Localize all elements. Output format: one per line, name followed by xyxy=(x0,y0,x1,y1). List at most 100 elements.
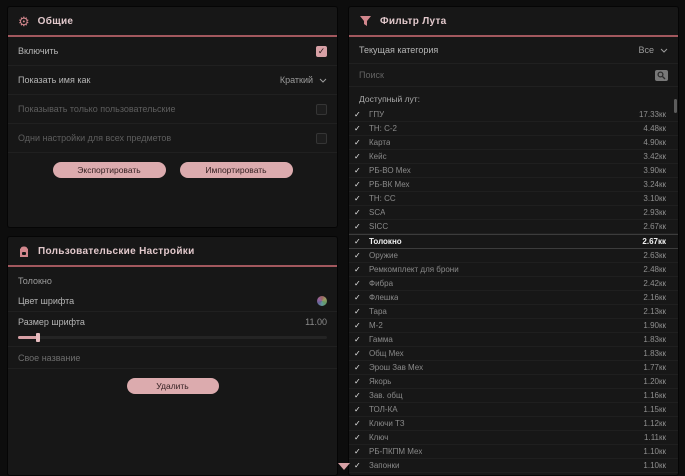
custom-panel-header: Пользовательские Настройки xyxy=(8,237,337,267)
check-icon: ✓ xyxy=(354,447,361,456)
general-panel: ⚙ Общие Включить ✓ Показать имя как Крат… xyxy=(7,6,338,228)
loot-item-value: 1.90кк xyxy=(643,321,666,330)
check-icon: ✓ xyxy=(354,405,361,414)
loot-row[interactable]: ✓ SCA 2.93кк xyxy=(349,206,678,220)
filter-panel-title: Фильтр Лута xyxy=(380,15,447,27)
setting-label: Показывать только пользовательские xyxy=(18,104,176,114)
loot-row[interactable]: ✓ Общ Мех 1.83кк xyxy=(349,347,678,361)
setting-label: Одни настройки для всех предметов xyxy=(18,133,172,143)
dropdown-value: Все xyxy=(638,45,654,55)
delete-button[interactable]: Удалить xyxy=(126,378,219,394)
loot-item-name: Общ Мех xyxy=(369,349,404,358)
loot-row[interactable]: ✓ Зав. общ 1.16кк xyxy=(349,389,678,403)
custom-name-input[interactable] xyxy=(8,347,337,369)
check-icon: ✓ xyxy=(354,110,361,119)
setting-row-enable: Включить ✓ xyxy=(8,37,337,66)
loot-row[interactable]: ✓ Якорь 1.20кк xyxy=(349,375,678,389)
check-icon: ✓ xyxy=(354,237,361,246)
check-icon: ✓ xyxy=(354,321,361,330)
check-icon: ✓ xyxy=(354,124,361,133)
loot-row[interactable]: ✓ Ключи ТЗ 1.12кк xyxy=(349,417,678,431)
loot-row[interactable]: ✓ Ключ 1.11кк xyxy=(349,431,678,445)
loot-row[interactable]: ✓ ГПУ 17.33кк xyxy=(349,108,678,122)
slider-fill xyxy=(18,336,38,339)
loot-item-value: 1.10кк xyxy=(643,461,666,470)
chevron-down-icon xyxy=(660,48,668,53)
search-icon[interactable] xyxy=(655,69,668,81)
scrollbar-thumb[interactable] xyxy=(674,99,677,113)
category-dropdown[interactable]: Все xyxy=(638,45,668,55)
loot-item-name: РБ-ВО Мех xyxy=(369,166,411,175)
collapse-menu-triangle-icon[interactable] xyxy=(338,463,350,470)
loot-item-name: ТН: С-2 xyxy=(369,124,397,133)
loot-row[interactable]: ✓ Гамма 1.83кк xyxy=(349,333,678,347)
font-color-row[interactable]: Цвет шрифта xyxy=(8,291,337,312)
available-loot-label: Доступный лут: xyxy=(359,94,421,104)
loot-item-name: SCA xyxy=(369,208,386,217)
setting-row-only-custom: Показывать только пользовательские xyxy=(8,95,337,124)
loot-item-value: 3.42кк xyxy=(643,152,666,161)
custom-buttons: Удалить xyxy=(8,378,337,394)
loot-item-name: Оружие xyxy=(369,251,398,260)
loot-row[interactable]: ✓ ТН: С-2 4.48кк xyxy=(349,122,678,136)
name-mode-dropdown[interactable]: Краткий xyxy=(280,75,327,85)
backpack-icon xyxy=(18,245,30,258)
loot-item-name: ГПУ xyxy=(369,110,385,119)
loot-row[interactable]: ✓ SICC 2.67кк xyxy=(349,220,678,234)
search-input[interactable] xyxy=(359,70,647,80)
check-icon: ✓ xyxy=(354,293,361,302)
import-button[interactable]: Импортировать xyxy=(179,162,293,178)
loot-item-value: 2.93кк xyxy=(643,208,666,217)
check-icon: ✓ xyxy=(354,222,361,231)
check-icon: ✓ xyxy=(354,138,361,147)
enable-checkbox[interactable]: ✓ xyxy=(316,45,327,57)
loot-row[interactable]: ✓ Тара 2.13кк xyxy=(349,305,678,319)
loot-row[interactable]: ✓ Флешка 2.16кк xyxy=(349,291,678,305)
font-size-slider[interactable] xyxy=(18,333,327,342)
loot-item-value: 2.48кк xyxy=(643,265,666,274)
general-panel-header: ⚙ Общие xyxy=(8,7,337,37)
dropdown-value: Краткий xyxy=(279,75,313,85)
loot-row[interactable]: ✓ ТН: СС 3.10кк xyxy=(349,192,678,206)
loot-row[interactable]: ✓ Кейс 3.42кк xyxy=(349,150,678,164)
same-settings-checkbox[interactable] xyxy=(316,132,327,144)
slider-handle[interactable] xyxy=(36,333,40,342)
loot-item-value: 17.33кк xyxy=(638,110,666,119)
loot-item-name: Гамма xyxy=(369,335,393,344)
loot-row[interactable]: ✓ Карта 4.90кк xyxy=(349,136,678,150)
loot-row[interactable]: ✓ Ремкомплект для брони 2.48кк xyxy=(349,263,678,277)
check-icon: ✓ xyxy=(354,391,361,400)
loot-row[interactable]: ✓ Оружие 2.63кк xyxy=(349,249,678,263)
general-panel-title: Общие xyxy=(37,15,74,27)
check-icon: ✓ xyxy=(354,152,361,161)
color-wheel-icon[interactable] xyxy=(317,296,327,306)
loot-row[interactable]: ✓ Толокно 2.67кк xyxy=(349,234,678,249)
only-custom-checkbox[interactable] xyxy=(316,103,327,115)
loot-row[interactable]: ✓ ТОЛ-КА 1.15кк xyxy=(349,403,678,417)
loot-item-value: 1.83кк xyxy=(643,335,666,344)
setting-label: Показать имя как xyxy=(18,75,91,85)
loot-item-name: М-2 xyxy=(369,321,383,330)
check-icon: ✓ xyxy=(354,279,361,288)
loot-item-value: 1.12кк xyxy=(643,419,666,428)
loot-item-name: Толокно xyxy=(369,237,402,246)
check-icon: ✓ xyxy=(354,349,361,358)
loot-item-value: 4.48кк xyxy=(643,124,666,133)
loot-row[interactable]: ✓ РБ-ВО Мех 3.90кк xyxy=(349,164,678,178)
loot-item-value: 3.24кк xyxy=(643,180,666,189)
loot-row[interactable]: ✓ М-2 1.90кк xyxy=(349,319,678,333)
loot-row[interactable]: ✓ РБ-ПКПМ Мех 1.10кк xyxy=(349,445,678,459)
check-icon: ✓ xyxy=(354,194,361,203)
loot-item-name: Ремкомплект для брони xyxy=(369,265,459,274)
loot-item-name: Якорь xyxy=(369,377,392,386)
loot-row[interactable]: ✓ Эрош Зав Мех 1.77кк xyxy=(349,361,678,375)
export-button[interactable]: Экспортировать xyxy=(52,162,166,178)
loot-row[interactable]: ✓ РБ-ВК Мех 3.24кк xyxy=(349,178,678,192)
loot-row[interactable]: ✓ Фибра 2.42кк xyxy=(349,277,678,291)
loot-list: ✓ ГПУ 17.33кк ✓ ТН: С-2 4.48кк ✓ Карта 4… xyxy=(349,108,678,475)
loot-item-name: Зав. общ xyxy=(369,391,403,400)
setting-row-same-settings: Одни настройки для всех предметов xyxy=(8,124,337,153)
loot-item-value: 2.13кк xyxy=(643,307,666,316)
loot-row[interactable]: ✓ Запонки 1.10кк xyxy=(349,459,678,473)
check-icon: ✓ xyxy=(354,433,361,442)
